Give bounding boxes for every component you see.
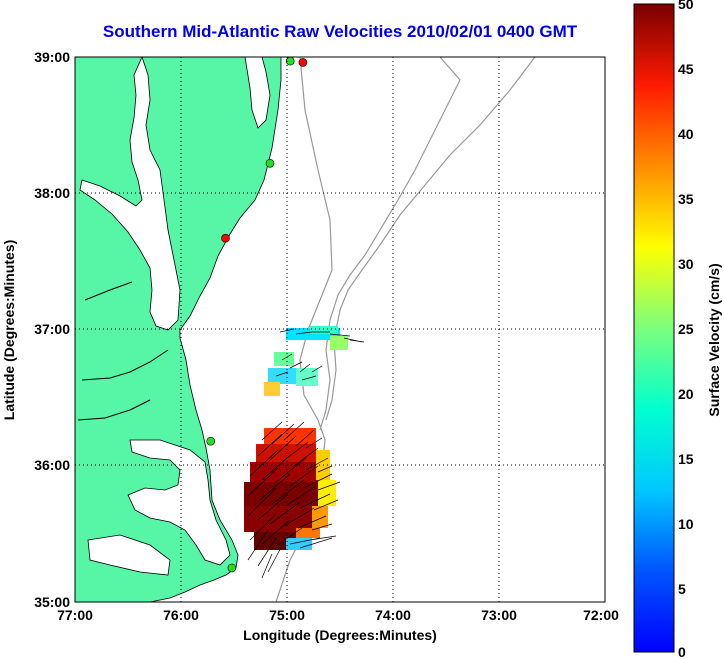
colorbar-tick-label: 50 [678, 0, 694, 12]
colorbar-tick-label: 35 [678, 191, 694, 207]
x-tick-label: 73:00 [481, 607, 517, 623]
map-gridlines [75, 57, 605, 602]
bathymetry-contour-outer [325, 57, 536, 421]
colorbar [633, 3, 675, 653]
velocity-patch [250, 462, 320, 484]
velocity-patch [330, 336, 348, 350]
chesapeake-bay [79, 57, 181, 331]
bathymetry-contour-shelf [319, 57, 461, 431]
colorbar-tick-label: 45 [678, 61, 694, 77]
map-frame [74, 56, 606, 603]
sound-inlet [87, 534, 171, 576]
y-tick-label: 38:00 [34, 185, 70, 201]
colorbar-tick-label: 40 [678, 126, 694, 142]
station-marker [298, 58, 308, 67]
colorbar-tick-label: 30 [678, 256, 694, 272]
velocity-patch [286, 538, 312, 550]
velocity-patch [296, 368, 318, 386]
velocity-patch [264, 382, 280, 396]
pamlico-sound [127, 439, 231, 566]
x-tick-label: 75:00 [269, 607, 305, 623]
velocity-patch [312, 506, 328, 528]
velocity-patch [310, 326, 338, 334]
station-markers [206, 57, 308, 573]
station-marker [227, 563, 237, 573]
velocity-patch [296, 528, 320, 538]
land-mass [75, 57, 282, 602]
velocity-arrows [247, 328, 365, 579]
colorbar-tick-label: 25 [678, 321, 694, 337]
x-tick-label: 72:00 [583, 607, 619, 623]
x-tick-label: 77:00 [57, 607, 93, 623]
x-tick-labels: 77:00 76:00 75:00 74:00 73:00 72:00 [57, 607, 619, 623]
x-tick-label: 76:00 [163, 607, 199, 623]
station-marker [265, 159, 275, 168]
colorbar-tick-label: 10 [678, 516, 694, 532]
map-title: Southern Mid-Atlantic Raw Velocities 201… [102, 22, 578, 41]
y-tick-label: 35:00 [34, 594, 70, 610]
y-tick-labels: 39:00 38:00 37:00 36:00 35:00 [34, 49, 70, 610]
delaware-bay [244, 57, 271, 129]
velocity-patch [244, 506, 316, 532]
y-axis-label: Latitude (Degrees:Minutes) [1, 240, 17, 420]
velocity-field [244, 326, 348, 550]
x-tick-label: 74:00 [375, 607, 411, 623]
colorbar-tick-label: 0 [678, 644, 686, 659]
coastal-river [77, 281, 169, 421]
station-marker [206, 436, 215, 446]
colorbar-tick-label: 5 [678, 581, 686, 597]
y-tick-label: 39:00 [34, 49, 70, 65]
y-tick-label: 36:00 [34, 457, 70, 473]
colorbar-tick-labels: 50 45 40 35 30 25 20 15 10 5 0 [678, 0, 694, 659]
velocity-patch [318, 480, 336, 506]
colorbar-tick-label: 20 [678, 386, 694, 402]
x-axis-label: Longitude (Degrees:Minutes) [243, 627, 437, 643]
velocity-patch [244, 482, 322, 508]
map-content [75, 57, 536, 602]
station-marker [221, 233, 230, 243]
velocity-patch [268, 368, 300, 384]
colorbar-tick-label: 15 [678, 451, 694, 467]
y-tick-label: 37:00 [34, 321, 70, 337]
colorbar-label: Surface Velocity (cm/s) [706, 263, 722, 416]
